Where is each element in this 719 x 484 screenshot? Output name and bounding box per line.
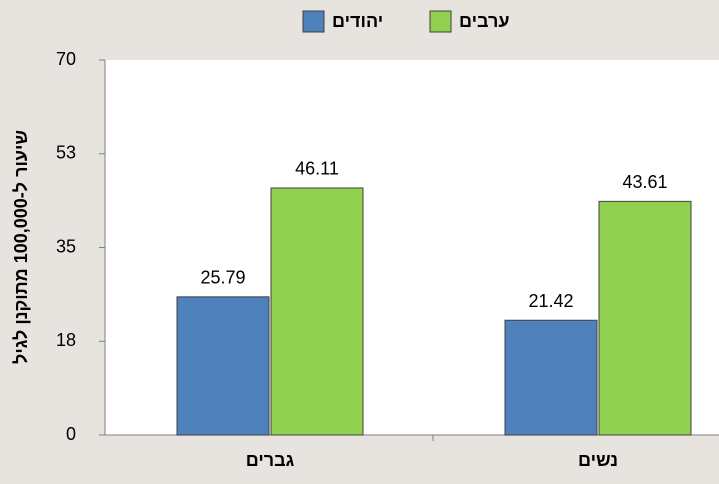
x-tick-label: גברים [246,450,295,470]
value-label: 46.11 [295,159,339,179]
y-tick-label: 53 [56,143,76,163]
x-tick-label: נשים [578,450,618,470]
legend-label: ערבים [459,11,510,31]
value-label: 25.79 [200,268,245,288]
legend-swatch [429,10,452,33]
bar [176,296,270,436]
value-label: 43.61 [622,172,667,192]
bar [270,187,364,436]
y-tick-label: 0 [66,424,76,444]
bar [598,200,692,436]
y-axis-title: שיעור ל-100,000 מתוקנן לגיל [11,130,31,364]
bar [504,319,598,436]
legend-swatch [302,10,325,33]
y-tick-label: 18 [56,330,76,350]
legend-label: יהודים [332,11,383,31]
y-tick-label: 35 [56,236,76,256]
value-label: 21.42 [528,291,573,311]
y-tick-label: 70 [56,49,76,69]
